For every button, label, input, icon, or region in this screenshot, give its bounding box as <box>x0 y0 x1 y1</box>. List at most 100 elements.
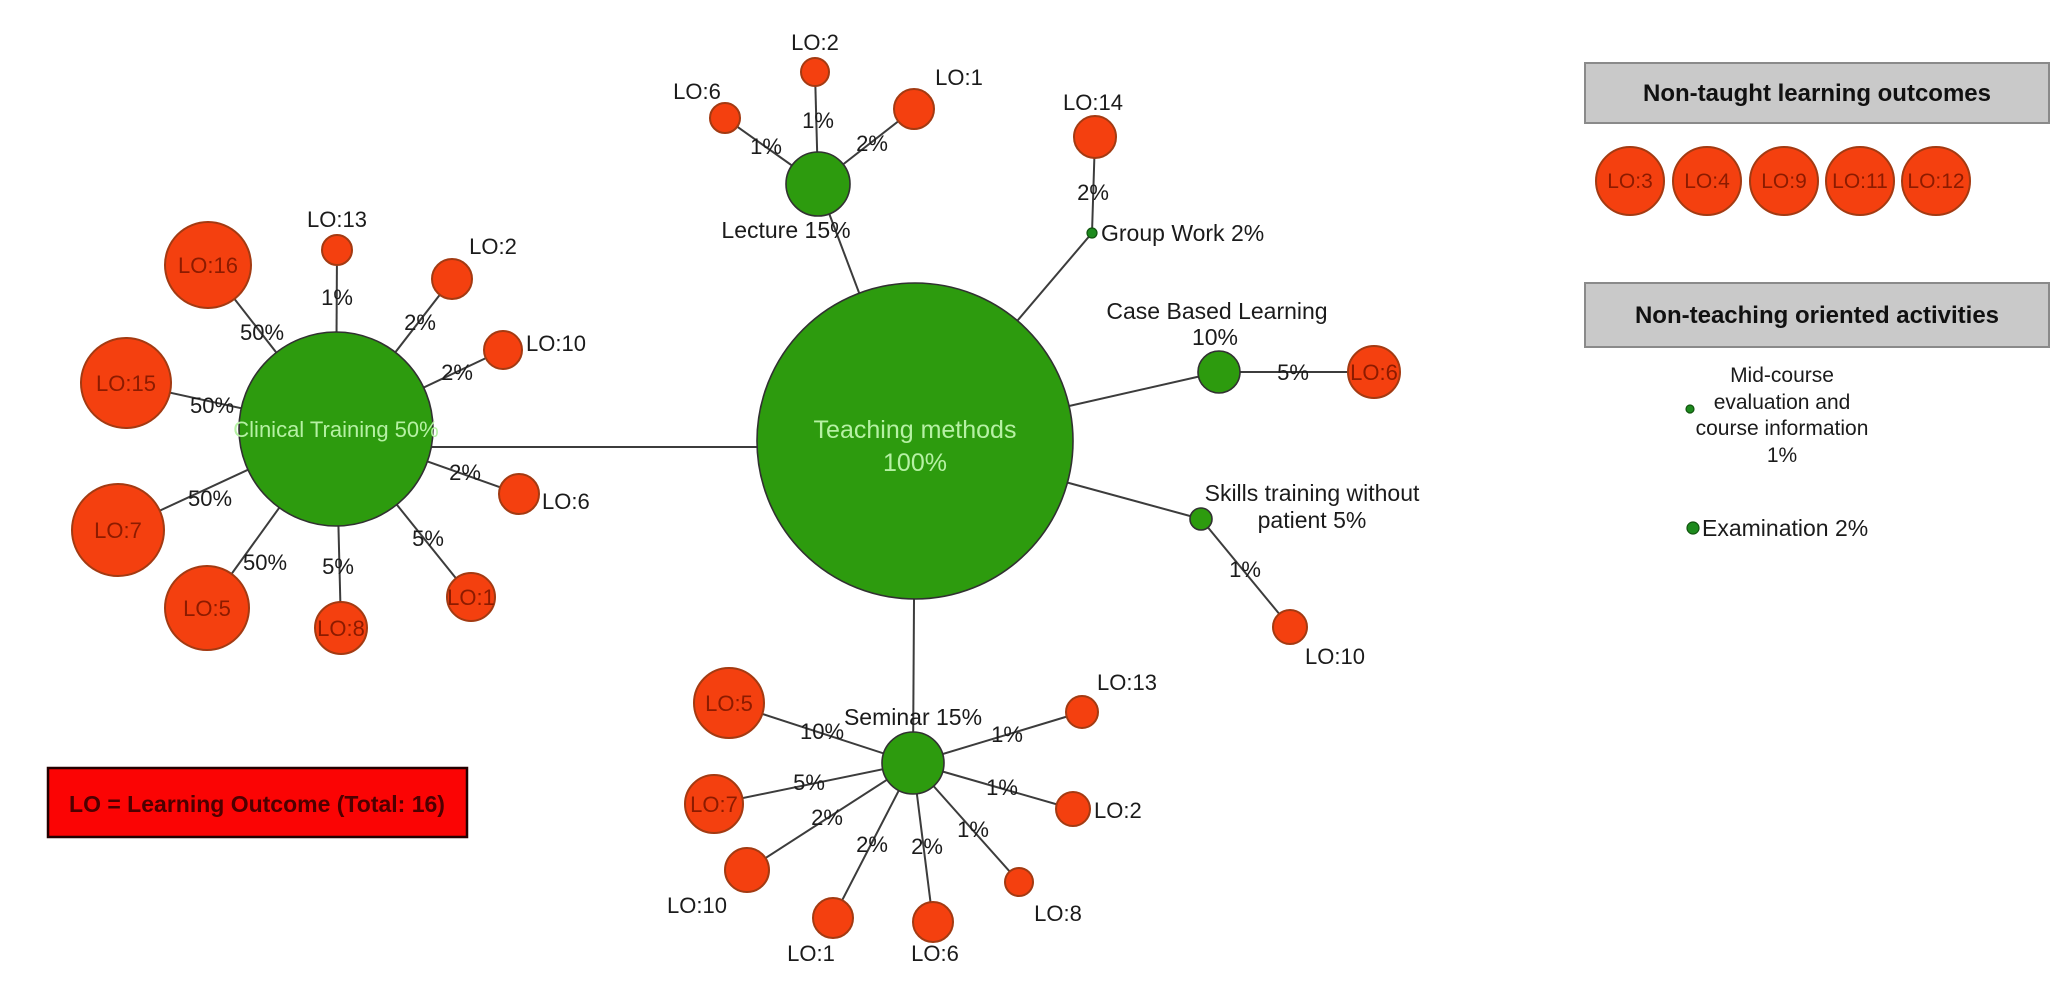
clinical-lo10-label: LO:10 <box>526 331 586 356</box>
non-taught-lo12-node <box>1901 146 1971 216</box>
clinical-lo2-pct: 2% <box>404 310 436 335</box>
clinical-lo15-label: LO:15 <box>96 371 156 396</box>
legend-box <box>46 766 469 839</box>
clinical-lo15-pct: 50% <box>190 393 234 418</box>
seminar-lo5-label: LO:5 <box>705 691 753 716</box>
clinical-lo6-pct: 2% <box>449 460 481 485</box>
non-taught-lo11-node <box>1825 146 1895 216</box>
casebased-lo6-pct: 5% <box>1277 360 1309 385</box>
seminar-label: Seminar 15% <box>844 704 982 730</box>
clinical-lo16-node <box>164 221 252 309</box>
clinical-lo16-label: LO:16 <box>178 253 238 278</box>
clinical-lo6-label: LO:6 <box>542 489 590 514</box>
casebased-lo6-label: LO:6 <box>1350 360 1398 385</box>
seminar-lo2-pct: 1% <box>986 775 1018 800</box>
seminar-lo2-label: LO:2 <box>1094 798 1142 823</box>
clinical-lo13-node <box>321 234 353 266</box>
midcourse-line2: evaluation and <box>1714 391 1851 414</box>
clinical-lo2-label: LO:2 <box>469 234 517 259</box>
midcourse-line4: 1% <box>1767 444 1797 467</box>
non-teaching-header-box <box>1584 282 2050 348</box>
lecture-lo2-node <box>800 57 830 87</box>
edge-seminar-lo10 <box>746 762 914 871</box>
midcourse-line3: course information <box>1696 417 1869 440</box>
clinical-training-label: Clinical Training 50% <box>233 417 438 442</box>
teaching-methods-label-line1: Teaching methods <box>814 416 1017 444</box>
seminar-lo10-label: LO:10 <box>667 893 727 918</box>
case-based-node <box>1197 350 1241 394</box>
skills-subtitle: patient 5% <box>1258 507 1367 533</box>
clinical-lo1-pct: 5% <box>412 526 444 551</box>
seminar-lo13-label: LO:13 <box>1097 670 1157 695</box>
lecture-lo6-node <box>709 102 741 134</box>
legend-label: LO = Learning Outcome (Total: 16) <box>69 791 445 817</box>
non-taught-lo4-label: LO:4 <box>1684 170 1730 193</box>
lecture-lo2-pct: 1% <box>802 108 834 133</box>
clinical-lo1-node <box>446 572 496 622</box>
skills-lo10-label: LO:10 <box>1305 644 1365 669</box>
skills-title: Skills training without <box>1205 480 1420 506</box>
non-taught-lo9-node <box>1749 146 1819 216</box>
examination-label: Examination 2% <box>1702 515 1868 541</box>
clinical-lo5-pct: 50% <box>243 550 287 575</box>
skills-lo10-pct: 1% <box>1229 557 1261 582</box>
seminar-lo1-pct: 2% <box>856 832 888 857</box>
lecture-label: Lecture 15% <box>721 217 850 243</box>
nodes <box>71 57 1401 943</box>
seminar-lo6-pct: 2% <box>911 834 943 859</box>
group-work-label: Group Work 2% <box>1101 220 1264 246</box>
groupwork-lo14-pct: 2% <box>1077 180 1109 205</box>
clinical-lo5-node <box>164 565 250 651</box>
skills-training-node <box>1189 507 1213 531</box>
midcourse-line1: Mid-course <box>1730 364 1834 387</box>
non-taught-lo3-node <box>1595 146 1665 216</box>
examination-dot <box>1686 521 1700 535</box>
seminar-lo8-pct: 1% <box>957 817 989 842</box>
non-taught-title: Non-taught learning outcomes <box>1643 80 1991 107</box>
seminar-lo1-node <box>812 897 854 939</box>
clinical-lo10-pct: 2% <box>441 360 473 385</box>
midcourse-dot <box>1685 404 1695 414</box>
clinical-lo10-node <box>483 330 523 370</box>
clinical-lo7-label: LO:7 <box>94 518 142 543</box>
groupwork-lo14-node <box>1073 115 1117 159</box>
lecture-lo1-label: LO:1 <box>935 65 983 90</box>
seminar-lo10-node <box>724 847 770 893</box>
non-taught-lo9-label: LO:9 <box>1761 170 1807 193</box>
legend: LO = Learning Outcome (Total: 16) <box>46 766 469 839</box>
seminar-lo13-pct: 1% <box>991 722 1023 747</box>
seminar-lo13-node <box>1065 695 1099 729</box>
edge-skills-lo10 <box>1200 518 1291 628</box>
clinical-lo7-pct: 50% <box>188 486 232 511</box>
clinical-lo13-pct: 1% <box>321 285 353 310</box>
clinical-lo13-label: LO:13 <box>307 207 367 232</box>
teaching-methods-node <box>756 282 1074 600</box>
seminar-lo6-node <box>912 901 954 943</box>
clinical-training-node <box>238 331 434 527</box>
non-taught-lo12-label: LO:12 <box>1907 170 1964 193</box>
non-taught-panel: Non-taught learning outcomes LO:3 LO:4 L… <box>1584 62 2050 216</box>
teaching-methods-label-line2: 100% <box>883 449 947 477</box>
clinical-lo2-node <box>431 258 473 300</box>
non-taught-lo3-label: LO:3 <box>1607 170 1653 193</box>
clinical-lo8-pct: 5% <box>322 554 354 579</box>
case-based-title: Case Based Learning <box>1106 298 1327 324</box>
lecture-lo1-node <box>893 88 935 130</box>
seminar-lo10-pct: 2% <box>811 805 843 830</box>
lecture-lo6-label: LO:6 <box>673 79 721 104</box>
group-work-node <box>1086 227 1098 239</box>
seminar-lo8-label: LO:8 <box>1034 901 1082 926</box>
seminar-node <box>881 731 945 795</box>
seminar-lo5-pct: 10% <box>800 719 844 744</box>
lecture-node <box>785 151 851 217</box>
non-teaching-panel: Non-teaching oriented activities Mid-cou… <box>1584 282 2050 541</box>
non-taught-header-box <box>1584 62 2050 124</box>
casebased-lo6-node <box>1347 345 1401 399</box>
skills-lo10-node <box>1272 609 1308 645</box>
non-teaching-title: Non-teaching oriented activities <box>1635 302 1999 329</box>
edge-seminar-lo7 <box>713 762 914 805</box>
clinical-lo8-node <box>314 601 368 655</box>
clinical-lo1-label: LO:1 <box>447 585 495 610</box>
